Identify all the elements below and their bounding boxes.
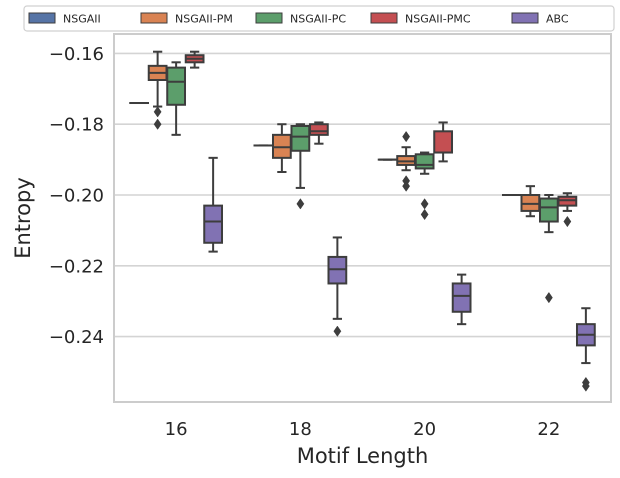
legend-item-abc: ABC xyxy=(511,12,569,26)
outlier-point xyxy=(581,380,590,392)
legend-swatch xyxy=(140,12,168,24)
x-tick-label: 22 xyxy=(537,419,560,440)
legend-swatch xyxy=(255,12,283,24)
box-body xyxy=(308,123,329,136)
y-axis-ticks: −0.16 −0.18 −0.20 −0.22 −0.24 xyxy=(49,44,104,348)
box-abc-16 xyxy=(203,156,224,253)
legend-swatch xyxy=(28,12,56,24)
outlier-point xyxy=(402,130,411,143)
legend-item-nsgaii-pmc: NSGAII-PMC xyxy=(370,12,471,26)
box-body xyxy=(290,125,311,152)
box-nsgaii-pc-18 xyxy=(290,123,311,210)
y-tick-label: −0.16 xyxy=(49,44,104,65)
plot-frame xyxy=(113,33,612,403)
box-nsgaii-pm-22 xyxy=(520,185,541,218)
y-tick-label: −0.22 xyxy=(49,256,104,277)
legend-item-nsgaii: NSGAII xyxy=(28,12,101,26)
box-abc-22 xyxy=(575,307,596,392)
legend-frame xyxy=(23,5,615,32)
box-nsgaii-pc-16 xyxy=(166,61,187,136)
box-nsgaii-pm-20 xyxy=(396,130,417,192)
box-nsgaii-pc-20 xyxy=(414,151,435,221)
box-nsgaii-pm-18 xyxy=(271,123,292,173)
box-abc-20 xyxy=(451,273,472,326)
legend-label: NSGAII-PMC xyxy=(405,13,471,26)
box-body xyxy=(433,130,454,154)
box-body xyxy=(451,282,472,313)
outlier-point xyxy=(544,291,553,304)
y-tick-label: −0.18 xyxy=(49,115,104,136)
legend-label: NSGAII xyxy=(63,13,101,26)
gridlines xyxy=(114,52,611,338)
outlier-point xyxy=(420,198,429,210)
outlier-point xyxy=(402,180,411,192)
x-tick-label: 16 xyxy=(165,419,188,440)
y-tick-label: −0.24 xyxy=(49,327,104,348)
y-tick-label: −0.20 xyxy=(49,186,104,207)
box-body xyxy=(538,197,559,223)
box-nsgaii-pmc-20 xyxy=(433,121,454,163)
box-nsgaii-pm-16 xyxy=(147,50,168,130)
box-nsgaii-pmc-22 xyxy=(557,192,578,228)
legend-label: NSGAII-PC xyxy=(290,13,346,26)
legend-label: ABC xyxy=(546,13,569,26)
box-body xyxy=(166,66,187,106)
x-tick-label: 18 xyxy=(289,419,312,440)
outlier-point xyxy=(420,208,429,221)
legend-swatch xyxy=(511,12,539,24)
x-axis-title: Motif Length xyxy=(297,444,429,468)
outlier-point xyxy=(153,106,162,118)
box-abc-18 xyxy=(327,236,348,337)
box-nsgaii-pmc-16 xyxy=(184,50,205,69)
y-axis-title: Entropy xyxy=(11,177,35,259)
legend-swatch xyxy=(370,12,398,24)
x-tick-label: 20 xyxy=(413,419,436,440)
box-nsgaii-pc-22 xyxy=(538,194,559,304)
boxplot-groups xyxy=(129,50,596,392)
outlier-point xyxy=(296,198,305,210)
outlier-point xyxy=(153,118,162,130)
box-body xyxy=(414,153,435,170)
box-body xyxy=(203,204,224,244)
outlier-point xyxy=(563,215,572,228)
legend-label: NSGAII-PM xyxy=(175,13,233,26)
legend: NSGAII NSGAII-PM NSGAII-PC NSGAII-PMC ABC xyxy=(23,5,615,32)
x-axis-ticks: 16 18 20 22 xyxy=(165,419,561,440)
outlier-point xyxy=(333,325,342,337)
legend-item-nsgaii-pm: NSGAII-PM xyxy=(140,12,233,26)
legend-item-nsgaii-pc: NSGAII-PC xyxy=(255,12,346,26)
box-nsgaii-pmc-18 xyxy=(308,121,329,145)
